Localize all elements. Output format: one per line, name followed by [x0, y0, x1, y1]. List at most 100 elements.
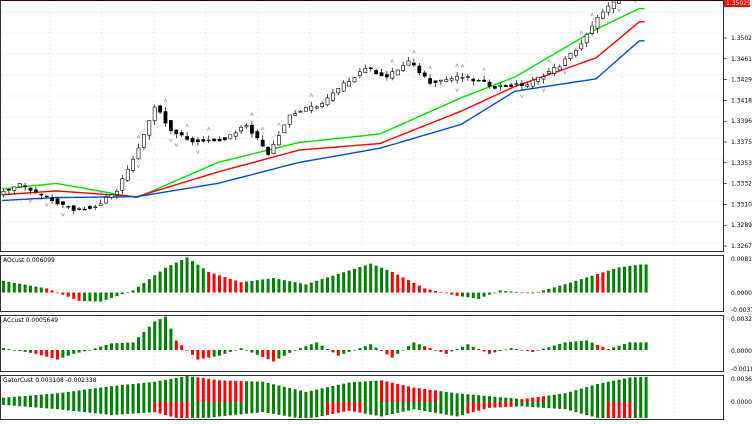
- candle[interactable]: [606, 5, 611, 13]
- candle[interactable]: [1, 190, 6, 196]
- candle[interactable]: [39, 193, 44, 196]
- candle[interactable]: [314, 106, 319, 109]
- candle[interactable]: [525, 84, 530, 87]
- candle[interactable]: [271, 143, 276, 155]
- candle[interactable]: [573, 50, 578, 56]
- candle[interactable]: [287, 114, 292, 125]
- candle[interactable]: [444, 79, 449, 82]
- candle[interactable]: [201, 139, 206, 142]
- candle[interactable]: [336, 88, 341, 94]
- candle[interactable]: [228, 134, 233, 140]
- candle[interactable]: [325, 97, 330, 106]
- candle[interactable]: [590, 25, 595, 34]
- candle[interactable]: [196, 139, 200, 143]
- candle[interactable]: [487, 81, 492, 87]
- candle[interactable]: [77, 208, 82, 210]
- candle[interactable]: [347, 81, 352, 87]
- candle[interactable]: [7, 189, 11, 191]
- price-panel[interactable]: 1.35025 1.34610 1.34295 1.34180 1.33965 1.337…: [0, 0, 752, 252]
- candle[interactable]: [557, 66, 562, 71]
- candle[interactable]: [438, 79, 443, 82]
- candle[interactable]: [206, 139, 211, 142]
- candle[interactable]: [471, 78, 476, 82]
- candle[interactable]: [142, 134, 146, 148]
- candle[interactable]: [352, 77, 357, 83]
- candle[interactable]: [71, 205, 76, 212]
- candle[interactable]: [330, 92, 335, 101]
- candle[interactable]: [33, 189, 38, 193]
- candle[interactable]: [584, 34, 589, 44]
- candle[interactable]: [104, 197, 109, 204]
- candlesticks[interactable]: [1, 0, 648, 214]
- candle[interactable]: [363, 68, 368, 74]
- candle[interactable]: [17, 183, 22, 188]
- candle[interactable]: [422, 72, 427, 77]
- candle[interactable]: [600, 11, 605, 19]
- candle[interactable]: [579, 43, 584, 50]
- candle[interactable]: [611, 1, 616, 9]
- candle[interactable]: [498, 84, 503, 87]
- candle[interactable]: [125, 168, 130, 181]
- candle[interactable]: [411, 62, 416, 66]
- ac-indicator-panel[interactable]: 0.0032604 0.000000 -0.0018932 ACcust 0.000…: [2, 315, 752, 373]
- candle[interactable]: [44, 195, 49, 198]
- candle[interactable]: [12, 186, 17, 192]
- candle[interactable]: [320, 103, 325, 107]
- candle[interactable]: [401, 64, 406, 71]
- candle[interactable]: [298, 111, 303, 113]
- candle[interactable]: [503, 84, 508, 87]
- candle[interactable]: [266, 146, 271, 155]
- candle[interactable]: [147, 120, 152, 136]
- price-axis[interactable]: 1.35025 1.34610 1.34295 1.34180 1.33965 1.337…: [723, 35, 752, 250]
- candle[interactable]: [190, 137, 195, 143]
- candle[interactable]: [212, 138, 217, 142]
- candle[interactable]: [169, 120, 173, 132]
- candle[interactable]: [115, 191, 119, 195]
- candle[interactable]: [460, 77, 465, 79]
- candle[interactable]: [309, 105, 314, 111]
- candle[interactable]: [109, 194, 114, 198]
- candle[interactable]: [417, 65, 422, 74]
- candle[interactable]: [341, 82, 346, 92]
- candle[interactable]: [465, 76, 470, 78]
- candle[interactable]: [595, 17, 600, 29]
- candle[interactable]: [88, 206, 92, 209]
- candle[interactable]: [217, 138, 222, 142]
- candle[interactable]: [260, 139, 265, 147]
- candle[interactable]: [28, 187, 33, 191]
- candle[interactable]: [293, 113, 298, 116]
- candle[interactable]: [390, 71, 395, 79]
- candle[interactable]: [519, 83, 524, 87]
- candle[interactable]: [158, 105, 163, 113]
- candle[interactable]: [455, 75, 460, 81]
- candle[interactable]: [530, 79, 535, 87]
- candle[interactable]: [428, 78, 433, 84]
- ao-indicator-panel[interactable]: 0.008125 0.000000 -0.003740 AOcust 0.00609…: [2, 255, 752, 314]
- candle[interactable]: [152, 106, 157, 121]
- candle[interactable]: [509, 84, 514, 87]
- candle[interactable]: [55, 198, 60, 205]
- candle[interactable]: [60, 201, 65, 205]
- candle[interactable]: [233, 132, 238, 137]
- candle[interactable]: [120, 178, 125, 191]
- candle[interactable]: [93, 206, 98, 209]
- candle[interactable]: [136, 147, 141, 160]
- candle[interactable]: [244, 125, 249, 128]
- candle[interactable]: [395, 69, 400, 76]
- candle[interactable]: [82, 208, 87, 211]
- candle[interactable]: [303, 107, 308, 112]
- candle[interactable]: [384, 74, 389, 78]
- candle[interactable]: [374, 70, 379, 75]
- candle[interactable]: [250, 124, 254, 134]
- candle[interactable]: [357, 71, 362, 76]
- candle[interactable]: [368, 67, 373, 69]
- candle[interactable]: [492, 85, 497, 89]
- candle[interactable]: [541, 76, 546, 80]
- candle[interactable]: [23, 185, 28, 187]
- candle[interactable]: [563, 58, 568, 66]
- candle[interactable]: [276, 135, 281, 146]
- candle[interactable]: [514, 83, 519, 85]
- candle[interactable]: [568, 53, 573, 59]
- candle[interactable]: [379, 72, 384, 77]
- candle[interactable]: [552, 67, 557, 74]
